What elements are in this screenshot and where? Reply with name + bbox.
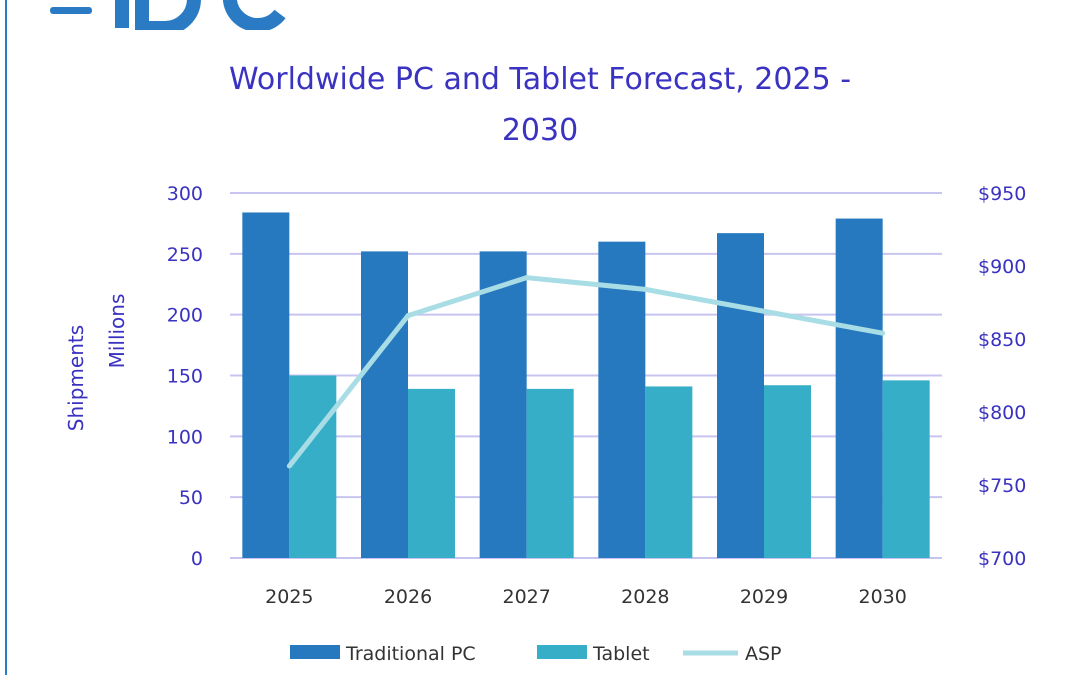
y-tick-label: 150 [167, 366, 203, 388]
legend-label: Tablet [592, 643, 650, 665]
bar-traditional-pc [242, 212, 290, 558]
y-tick-label: 200 [167, 305, 203, 327]
point-asp [642, 286, 648, 292]
y-tick-label: 300 [167, 183, 203, 205]
bar-traditional-pc [479, 251, 527, 558]
idc-logo [50, 0, 286, 30]
y-axis-label: Millions [105, 294, 129, 369]
y-tick-label: 0 [191, 548, 203, 570]
x-tick-label: 2030 [858, 586, 906, 608]
legend-swatch [290, 645, 340, 659]
chart-title-line1: Worldwide PC and Tablet Forecast, 2025 - [228, 62, 852, 97]
line-asp [287, 275, 884, 468]
y2-tick-label: $700 [978, 548, 1026, 570]
legend-label: Traditional PC [345, 643, 476, 665]
bar-tablet [882, 380, 930, 558]
y2-tick-label: $750 [978, 475, 1026, 497]
frame-border [5, 0, 7, 675]
bar-traditional-pc [835, 218, 883, 559]
y-tick-label: 250 [167, 244, 203, 266]
y-tick-label: 100 [167, 426, 203, 448]
bar-tablet [408, 388, 455, 558]
y2-tick-label: $900 [978, 256, 1026, 278]
y-axis-label: Shipments [64, 325, 88, 431]
bar-traditional-pc [361, 251, 408, 558]
bar-traditional-pc [598, 241, 646, 558]
chart-title-line2: 2030 [501, 113, 579, 148]
point-asp [880, 330, 886, 336]
bar-tablet [289, 375, 337, 558]
point-asp [286, 463, 292, 469]
point-asp [405, 313, 411, 319]
y2-tick-label: $950 [978, 183, 1026, 205]
point-asp [524, 275, 530, 281]
x-tick-label: 2026 [384, 586, 432, 608]
bar-tablet [645, 386, 693, 558]
x-tick-label: 2025 [265, 586, 313, 608]
x-tick-label: 2027 [502, 586, 550, 608]
y2-tick-label: $850 [978, 329, 1026, 351]
bar-traditional-pc [717, 233, 764, 558]
x-tick-label: 2028 [621, 586, 669, 608]
y2-tick-label: $800 [978, 402, 1026, 424]
point-asp [761, 308, 767, 314]
bar-tablet [526, 388, 574, 558]
bar-tablet [764, 385, 811, 558]
legend-label: ASP [745, 643, 782, 665]
legend-swatch [537, 645, 587, 659]
y-tick-label: 50 [179, 487, 203, 509]
x-tick-label: 2029 [740, 586, 788, 608]
